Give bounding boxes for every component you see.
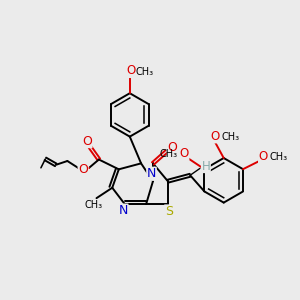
Text: H: H (202, 160, 210, 172)
Text: O: O (259, 150, 268, 163)
Text: O: O (82, 135, 92, 148)
Text: CH₃: CH₃ (136, 67, 154, 76)
Text: O: O (180, 147, 189, 160)
Text: CH₃: CH₃ (160, 149, 178, 159)
Text: O: O (127, 64, 136, 77)
Text: O: O (78, 163, 88, 176)
Text: CH₃: CH₃ (269, 152, 287, 162)
Text: S: S (165, 205, 173, 218)
Text: CH₃: CH₃ (85, 200, 103, 210)
Text: O: O (211, 130, 220, 143)
Text: N: N (147, 167, 156, 180)
Text: O: O (167, 140, 177, 154)
Text: CH₃: CH₃ (221, 132, 239, 142)
Text: N: N (118, 204, 128, 217)
